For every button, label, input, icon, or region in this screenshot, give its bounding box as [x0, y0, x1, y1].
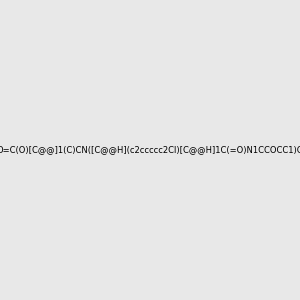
Text: O=C(O)[C@@]1(C)CN([C@@H](c2ccccc2Cl)[C@@H]1C(=O)N1CCOCC1)C: O=C(O)[C@@]1(C)CN([C@@H](c2ccccc2Cl)[C@@…	[0, 146, 300, 154]
